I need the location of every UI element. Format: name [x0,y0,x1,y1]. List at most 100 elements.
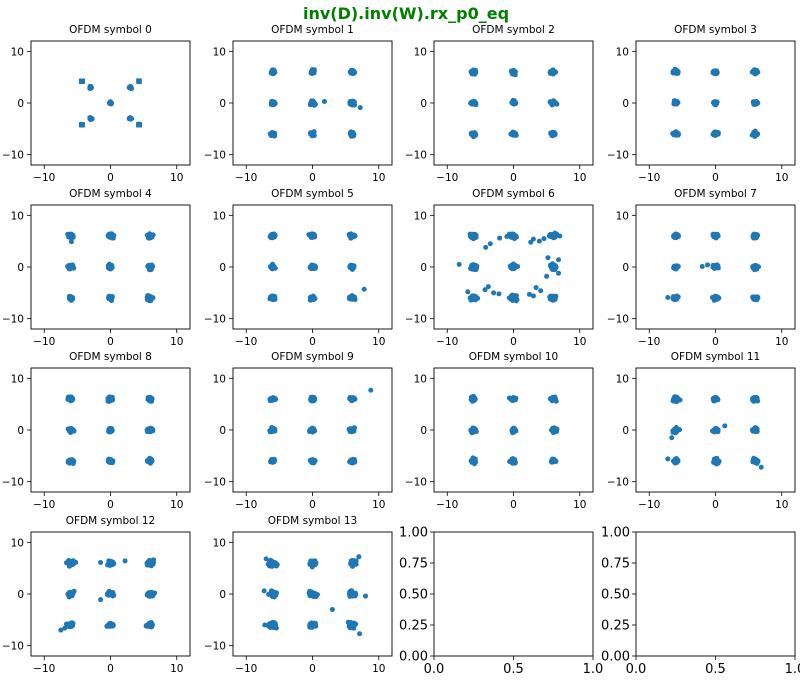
x-tick-label: −10 [638,172,660,184]
y-tick-label: −10 [204,477,226,489]
y-tick-label: 0.25 [399,619,428,634]
x-tick-label: 0 [309,499,316,511]
outlier-point [487,241,493,247]
outlier-point [483,244,489,250]
axes-frame [635,531,796,657]
y-tick-label: −10 [2,641,24,653]
data-point [271,458,277,464]
data-point [551,294,557,300]
outlier-point [62,625,68,631]
y-tick-label: 0 [17,98,24,110]
x-tick-label: 0 [107,172,114,184]
data-point [753,234,759,240]
outlier-point [533,285,539,291]
outlier-point [544,273,550,279]
subplot-title: OFDM symbol 10 [469,351,558,363]
y-tick-label: 1.00 [399,526,428,541]
data-point [716,458,722,464]
outlier-point [262,622,268,628]
data-point [675,427,681,433]
x-tick-label: 0 [712,499,719,511]
y-tick-label: 0 [420,98,427,110]
x-tick-label: 10 [775,172,788,184]
y-tick-label: −10 [405,150,427,162]
y-tick-label: 0.75 [601,557,630,572]
outlier-point [68,239,74,245]
scatter-points [261,554,368,637]
y-tick-label: 10 [616,210,629,222]
subplot-title: OFDM symbol 12 [66,515,155,527]
y-tick-label: 0.50 [601,588,630,603]
outlier-point [557,233,563,239]
y-tick-label: −10 [607,314,629,326]
data-point [268,590,274,596]
data-point [308,593,314,599]
data-point [753,456,759,462]
y-tick-label: −10 [405,477,427,489]
outlier-point [497,235,503,241]
outlier-point [526,291,532,297]
subplot-title: OFDM symbol 1 [271,24,354,36]
data-point [148,623,154,629]
outlier-point [669,435,675,441]
data-point [348,232,354,238]
subplot-title: OFDM symbol 4 [69,188,152,200]
x-tick-label: −10 [235,336,257,348]
data-point [677,397,683,403]
x-tick-label: −10 [235,499,257,511]
y-tick-label: −10 [405,314,427,326]
subplot-15: 0.00.51.00.000.250.500.751.00 [601,526,800,678]
data-point [713,425,719,431]
x-tick-label: 10 [372,172,385,184]
data-point [272,234,278,240]
subplot-title: OFDM symbol 6 [472,188,555,200]
subplot-title: OFDM symbol 2 [472,24,555,36]
x-tick-label: 10 [573,336,586,348]
y-tick-label: −10 [2,314,24,326]
outlier-point [665,294,671,300]
data-point [106,427,112,433]
data-point [308,296,314,302]
data-point [348,620,354,626]
y-tick-label: −10 [204,314,226,326]
data-point [471,100,477,106]
data-point [511,98,517,104]
outlier-point [528,239,534,245]
data-point [673,101,679,107]
subplot-title: OFDM symbol 11 [671,351,760,363]
data-point [350,395,356,401]
x-tick-label: 10 [372,499,385,511]
data-point [672,132,678,138]
y-tick-label: 10 [213,373,226,385]
outlier-point [263,556,269,562]
data-point [348,131,354,137]
subplot-title: OFDM symbol 0 [69,24,152,36]
data-point [549,100,555,106]
outlier-point [357,105,363,111]
figure-title: inv(D).inv(W).rx_p0_eq [303,4,509,23]
y-tick-label: 10 [213,210,226,222]
data-point [127,84,133,90]
data-point [148,456,154,462]
data-point [105,395,111,401]
subplot-title: OFDM symbol 7 [674,188,757,200]
data-point [270,264,276,270]
data-point [307,588,313,594]
y-tick-label: 10 [213,46,226,58]
outlier-point [98,559,104,565]
y-tick-label: 10 [414,373,427,385]
outlier-point [368,387,374,393]
data-point [271,99,277,105]
outlier-point [541,236,547,242]
data-point [271,69,277,75]
data-point [713,234,719,240]
data-point [308,131,314,137]
y-tick-label: 10 [11,46,24,58]
data-point [149,296,155,302]
data-point [752,295,758,301]
data-point [470,457,476,463]
